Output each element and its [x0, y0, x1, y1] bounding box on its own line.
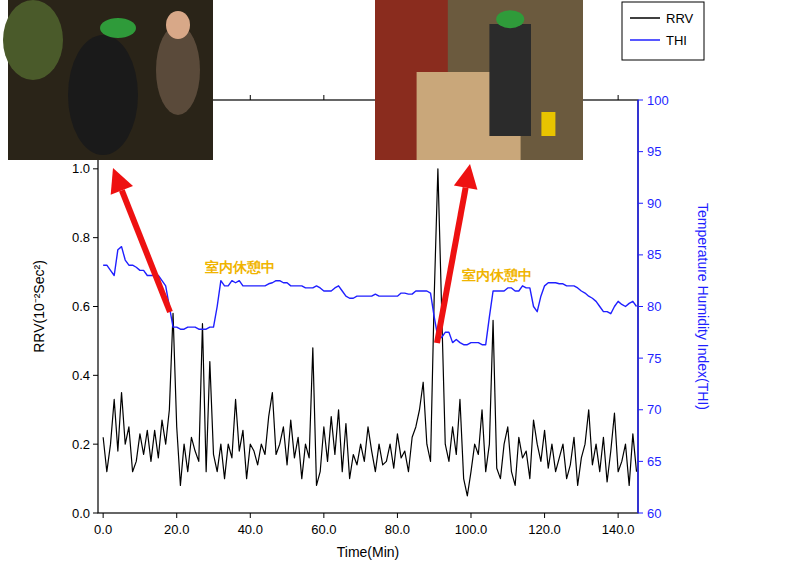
x-tick	[323, 513, 324, 518]
legend-label: THI	[666, 33, 687, 48]
y2-axis-title: Temperature Humidity Index(THI)	[695, 203, 711, 410]
y2-tick-label: 75	[647, 351, 661, 366]
y2-tick	[638, 409, 643, 410]
x-tick-top	[250, 95, 251, 100]
x-tick-label: 80.0	[385, 522, 410, 537]
y2-tick	[638, 254, 643, 255]
y2-tick-label: 60	[647, 506, 661, 521]
y-tick-label: 0.8	[72, 230, 90, 245]
annotation: 室内休憩中	[462, 267, 532, 283]
legend: RRV THI	[622, 2, 704, 60]
y2-tick-label: 90	[647, 196, 661, 211]
arrow-head	[454, 164, 478, 190]
x-tick-label: 20.0	[164, 522, 189, 537]
arrow-shaft	[122, 190, 170, 312]
legend-swatch	[630, 17, 660, 19]
x-tick-label: 0.0	[94, 522, 112, 537]
y-tick	[93, 513, 98, 514]
y2-tick	[638, 513, 643, 514]
x-tick-label: 120.0	[528, 522, 561, 537]
x-tick-label: 40.0	[238, 522, 263, 537]
photo-inset	[3, 0, 213, 160]
x-tick-label: 140.0	[602, 522, 635, 537]
annotation: 室内休憩中	[205, 259, 275, 275]
photo-shape	[3, 0, 63, 80]
y-tick	[93, 306, 98, 307]
x-tick-top	[618, 95, 619, 100]
y2-tick-label: 85	[647, 247, 661, 262]
y-tick-label: 0.6	[72, 299, 90, 314]
photo-shape	[68, 35, 138, 155]
plot-lines	[103, 169, 636, 496]
x-tick	[176, 513, 177, 518]
x-tick	[397, 513, 398, 518]
y-tick-label: 0.4	[72, 368, 90, 383]
y-tick-label: 1.0	[72, 161, 90, 176]
series-line-rrv	[103, 169, 636, 496]
y-axis-title: RRV(10⁻²Sec²)	[31, 260, 47, 353]
x-tick-top	[323, 95, 324, 100]
photo-shape	[100, 18, 136, 38]
y2-tick-label: 65	[647, 454, 661, 469]
x-tick	[103, 513, 104, 518]
y2-tick-label: 95	[647, 144, 661, 159]
y-tick-label: 0.2	[72, 437, 90, 452]
arrow	[111, 168, 170, 312]
photo-shape	[166, 11, 190, 39]
y2-tick-label: 70	[647, 402, 661, 417]
photo-shape	[496, 10, 524, 28]
y-tick-label: 0.0	[72, 506, 90, 521]
photo-shape	[489, 24, 531, 136]
legend-label: RRV	[666, 11, 694, 26]
y-tick	[93, 444, 98, 445]
legend-swatch	[630, 39, 660, 41]
y2-tick-label: 80	[647, 299, 661, 314]
x-tick	[544, 513, 545, 518]
chart: 0.0 20.0 40.0 60.0 80.0 100.0 120.0 140.0 0.0 0.2…	[0, 0, 789, 576]
y2-tick	[638, 358, 643, 359]
arrow	[437, 164, 477, 343]
y2-tick	[638, 203, 643, 204]
series-line-thi	[103, 247, 636, 345]
y2-tick	[638, 100, 643, 101]
legend-box	[622, 2, 704, 60]
x-tick-label: 60.0	[311, 522, 336, 537]
x-tick-label: 100.0	[455, 522, 488, 537]
y-tick	[93, 168, 98, 169]
photo-bg	[375, 0, 583, 160]
y-tick	[93, 237, 98, 238]
arrow-head	[111, 168, 133, 195]
y2-tick-label: 100	[647, 93, 669, 108]
photo-inset	[375, 0, 583, 160]
y-tick	[93, 375, 98, 376]
photo-shape	[541, 112, 555, 136]
y2-tick	[638, 151, 643, 152]
plot-frame	[98, 100, 638, 513]
x-tick	[618, 513, 619, 518]
x-axis-title: Time(Min)	[337, 544, 399, 560]
arrow-shaft	[437, 188, 466, 343]
x-tick	[250, 513, 251, 518]
x-tick	[470, 513, 471, 518]
y2-tick	[638, 461, 643, 462]
y2-tick	[638, 306, 643, 307]
